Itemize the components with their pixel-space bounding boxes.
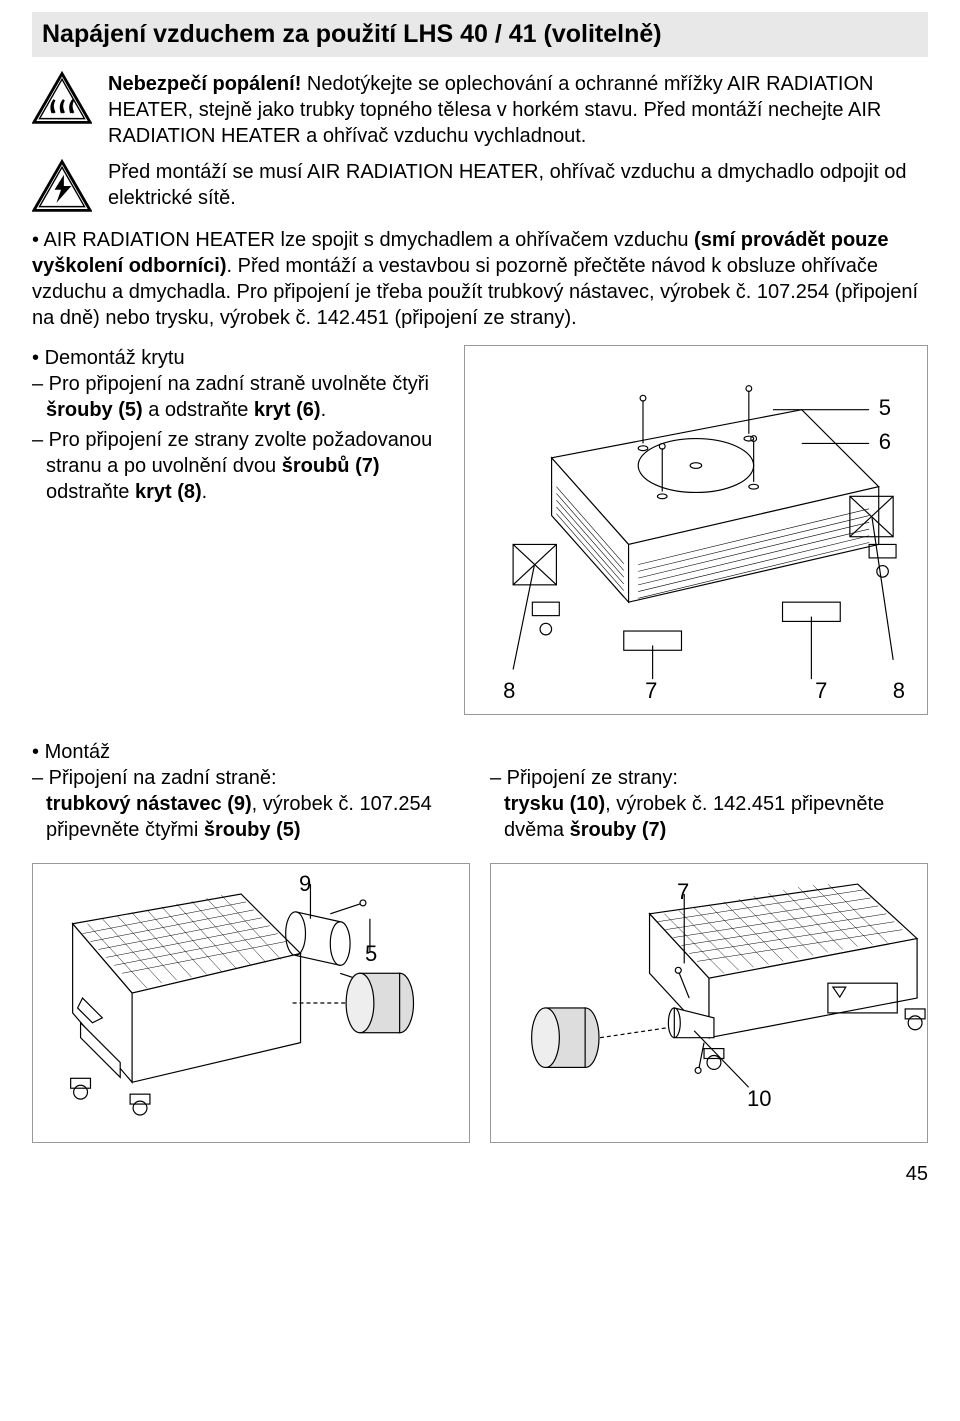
assembly-right: – Připojení ze strany: trysku (10), výro… <box>490 739 928 847</box>
disassembly-text-col: Demontáž krytu – Pro připojení na zadní … <box>32 345 444 509</box>
s3b-b1: trysku (10) <box>504 793 605 815</box>
warning-burn-text: Nebezpečí popálení! Nedotýkejte se oplec… <box>108 71 928 149</box>
bullet-assembly: Montáž <box>32 739 470 765</box>
s2a-pre: – Pro připojení na zadní straně uvolněte… <box>32 373 429 395</box>
callout-5b: 5 <box>365 940 377 969</box>
sub-assembly-side: – Připojení ze strany: trysku (10), výro… <box>490 765 928 843</box>
callout-9: 9 <box>299 870 311 899</box>
s2b-end: . <box>202 481 208 503</box>
warning-burn: Nebezpečí popálení! Nedotýkejte se oplec… <box>32 71 928 149</box>
sub-assembly-rear: – Připojení na zadní straně: trubkový ná… <box>32 765 470 843</box>
diagram-top: 5 6 8 8 7 7 <box>464 345 928 715</box>
diagram-bottom-right: 7 10 <box>490 863 928 1143</box>
s2b-b1: šroubů (7) <box>282 455 380 477</box>
callout-7l: 7 <box>645 677 657 706</box>
callout-6: 6 <box>879 428 891 457</box>
heat-warning-icon <box>32 71 92 125</box>
diagram-bl-svg <box>33 864 469 1142</box>
callout-7r: 7 <box>815 677 827 706</box>
s2a-end: . <box>321 399 327 421</box>
diagram-br-svg <box>491 864 927 1142</box>
callout-7b: 7 <box>677 878 689 907</box>
s2a-b1: šrouby (5) <box>46 399 143 421</box>
page-number: 45 <box>32 1161 928 1187</box>
bullet-connection-text: AIR RADIATION HEATER lze spojit s dmycha… <box>32 227 928 331</box>
section-title-bar: Napájení vzduchem za použití LHS 40 / 41… <box>32 12 928 57</box>
s2b-b2: kryt (8) <box>135 481 202 503</box>
diagram-top-svg <box>465 346 927 714</box>
assembly-left: Montáž – Připojení na zadní straně: trub… <box>32 739 470 847</box>
section-title: Napájení vzduchem za použití LHS 40 / 41… <box>42 18 918 51</box>
diagram-bl-wrap: 9 5 <box>32 863 470 1143</box>
disassembly-diagram-col: 5 6 8 8 7 7 <box>464 345 928 715</box>
callout-8l: 8 <box>503 677 515 706</box>
callout-8r: 8 <box>893 677 905 706</box>
warning-burn-bold: Nebezpečí popálení! <box>108 73 301 95</box>
callout-5: 5 <box>879 394 891 423</box>
callout-10: 10 <box>747 1085 771 1114</box>
warning-electric-text: Před montáží se musí AIR RADIATION HEATE… <box>108 159 928 211</box>
diagram-bottom-left: 9 5 <box>32 863 470 1143</box>
s3b-b2: šrouby (7) <box>570 819 667 841</box>
s2a-mid: a odstraňte <box>143 399 254 421</box>
bullet-connection: AIR RADIATION HEATER lze spojit s dmycha… <box>32 227 928 331</box>
s3a-pre: – Připojení na zadní straně: <box>32 767 277 789</box>
bottom-diagrams: 9 5 <box>32 863 928 1143</box>
s2a-b2: kryt (6) <box>254 399 321 421</box>
bullet-disassembly: Demontáž krytu <box>32 345 444 371</box>
disassembly-row: Demontáž krytu – Pro připojení na zadní … <box>32 345 928 715</box>
sub-rear: – Pro připojení na zadní straně uvolněte… <box>32 371 444 423</box>
s3a-b2: šrouby (5) <box>204 819 301 841</box>
sub-side: – Pro připojení ze strany zvolte požadov… <box>32 427 444 505</box>
assembly-row: Montáž – Připojení na zadní straně: trub… <box>32 739 928 847</box>
electric-warning-icon <box>32 159 92 213</box>
b1-pre: AIR RADIATION HEATER lze spojit s dmycha… <box>43 229 694 251</box>
s3b-pre: – Připojení ze strany: <box>490 767 678 789</box>
s2b-mid: odstraňte <box>46 481 135 503</box>
s3a-b1: trubkový nástavec (9) <box>46 793 252 815</box>
warning-electric: Před montáží se musí AIR RADIATION HEATE… <box>32 159 928 213</box>
diagram-br-wrap: 7 10 <box>490 863 928 1143</box>
